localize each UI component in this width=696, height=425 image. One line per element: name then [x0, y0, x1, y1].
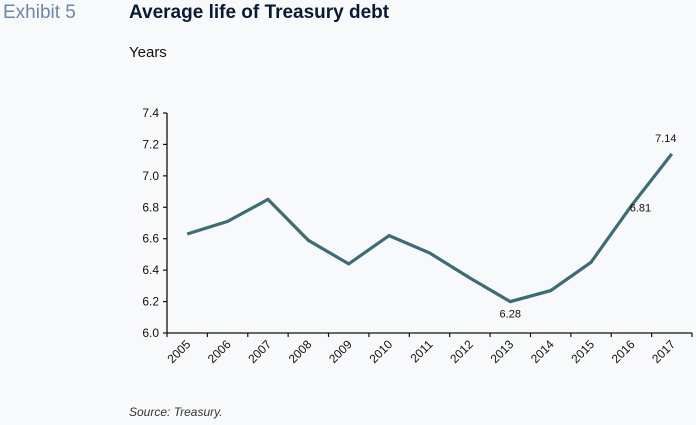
data-label: 6.28 — [500, 309, 521, 321]
axes — [166, 113, 692, 334]
y-tick-label: 6.0 — [142, 326, 159, 340]
y-tick-label: 7.4 — [142, 106, 159, 120]
y-tick-label: 7.2 — [142, 137, 159, 151]
data-labels: 6.28 6.81 7.14 — [500, 133, 677, 321]
x-tick-label: 2009 — [326, 337, 355, 366]
x-tick-label: 2017 — [649, 337, 678, 366]
exhibit-label: Exhibit 5 — [3, 2, 76, 23]
y-tick-label: 7.0 — [142, 169, 159, 183]
y-tick-label: 6.8 — [142, 200, 159, 214]
y-axis-unit: Years — [129, 44, 167, 61]
x-tick-label: 2011 — [407, 337, 435, 365]
x-ticks: 2005 2006 2007 2008 2009 2010 2011 2012 2013 2014… — [165, 333, 693, 366]
y-tick-label: 6.2 — [142, 295, 159, 309]
x-tick-label: 2014 — [528, 337, 557, 366]
x-tick-label: 2005 — [165, 337, 194, 366]
y-tick-label: 6.6 — [142, 232, 159, 246]
data-label: 6.81 — [630, 203, 651, 215]
x-tick-label: 2012 — [447, 337, 476, 366]
x-tick-label: 2013 — [488, 337, 517, 366]
x-tick-label: 2015 — [568, 337, 597, 366]
source-note: Source: Treasury. — [129, 405, 223, 419]
y-tick-label: 6.4 — [142, 263, 159, 277]
series — [186, 152, 674, 304]
line-chart: 6.06.26.46.66.87.07.27.4 2005 2006 2007 200… — [142, 106, 693, 366]
x-tick-label: 2016 — [609, 337, 638, 366]
series-line — [186, 152, 674, 304]
chart-title: Average life of Treasury debt — [129, 2, 390, 23]
x-tick-label: 2007 — [245, 337, 274, 366]
x-tick-label: 2010 — [366, 337, 395, 366]
data-label: 7.14 — [655, 133, 676, 145]
y-ticks: 6.0 6.2 6.4 6.6 6.8 7.0 7.2 7.4 — [142, 106, 167, 340]
x-tick-label: 2006 — [205, 337, 234, 366]
x-tick-label: 2008 — [286, 337, 315, 366]
